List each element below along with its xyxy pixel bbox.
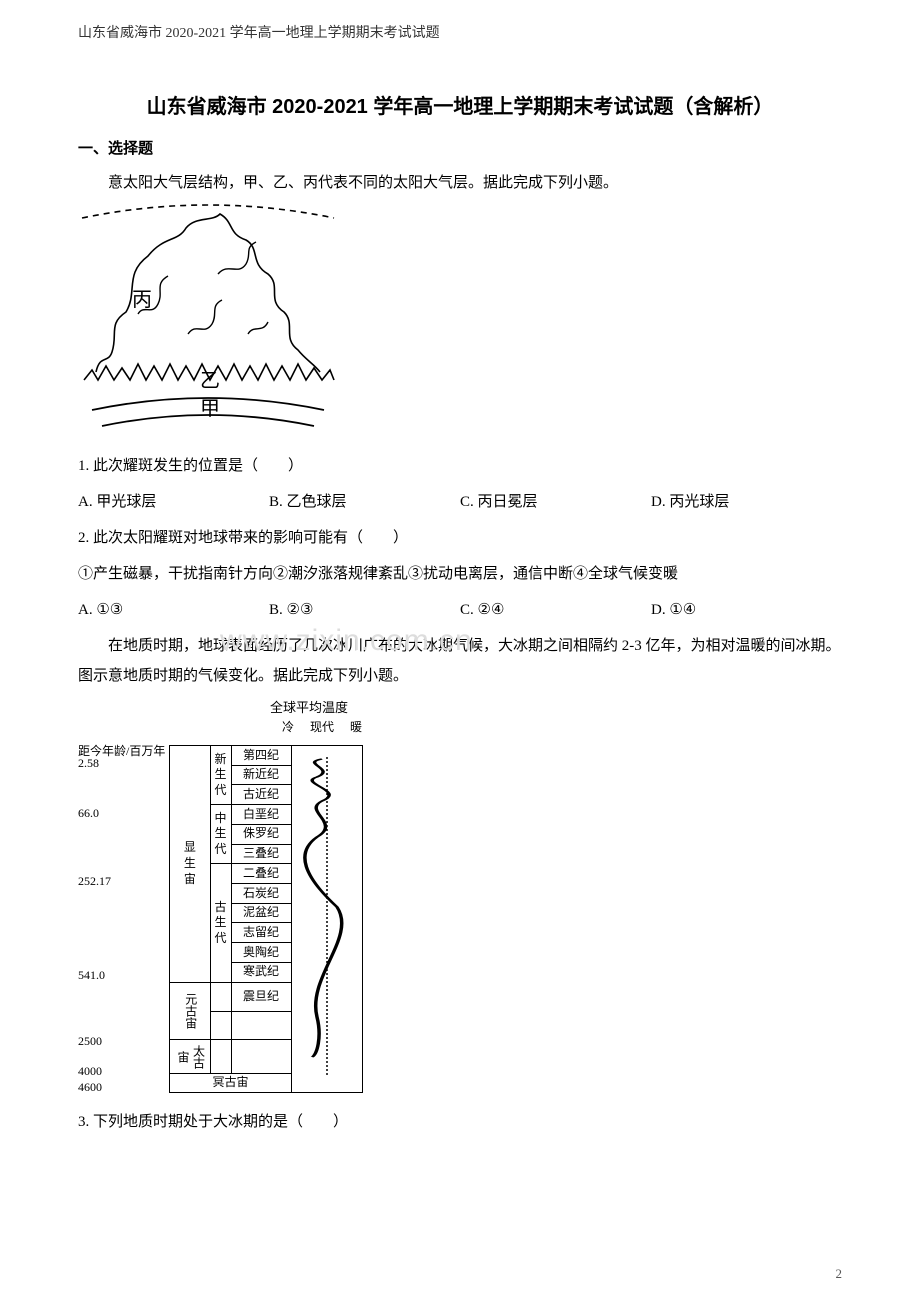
fig2-table: 显生宙 新生代 第四纪 新近纪 古近纪 中生代 白垩纪 侏罗纪 [169,745,362,1093]
era-zhong: 中 [215,811,227,825]
era-s2: 生 [215,826,227,840]
q2-stem: 2. 此次太阳耀斑对地球带来的影响可能有（ ） [78,523,842,553]
era-s1: 生 [215,767,227,781]
ytick-5: 4000 [78,1065,165,1077]
running-header: 山东省威海市 2020-2021 学年高一地理上学期期末考试试题 [0,0,920,42]
solar-layers-svg: 丙 乙 甲 [78,204,338,434]
eon-sheng: 生 [184,856,196,870]
figure-solar-layers: 丙 乙 甲 [78,204,842,439]
period-7: 石炭纪 [231,884,291,904]
eon-mingu: 冥古宙 [170,1074,291,1093]
q1-stem: 1. 此次耀斑发生的位置是（ ） [78,451,842,481]
q3-stem: 3. 下列地质时期处于大冰期的是（ ） [78,1107,842,1137]
q1-opt-c: C. 丙日冕层 [460,487,651,517]
section-heading: 一、选择题 [78,137,842,158]
ytick-3: 541.0 [78,969,165,981]
q2-opt-d: D. ①④ [651,595,842,625]
q1-options: A. 甲光球层 B. 乙色球层 C. 丙日冕层 D. 丙光球层 [78,487,842,517]
era-s3: 生 [215,915,227,929]
period-9: 志留纪 [231,923,291,943]
ytick-4: 2500 [78,1035,165,1047]
period-1: 新近纪 [231,765,291,785]
label-yi: 乙 [200,370,220,392]
period-8: 泥盆纪 [231,903,291,923]
period-4: 侏罗纪 [231,824,291,844]
intro-paragraph-1: 意太阳大气层结构，甲、乙、丙代表不同的太阳大气层。据此完成下列小题。 [78,168,842,198]
period-5: 三叠纪 [231,844,291,864]
fig2-top-label: 全球平均温度 [78,697,368,716]
period-11: 寒武纪 [231,962,291,982]
q1-opt-d: D. 丙光球层 [651,487,842,517]
intro-paragraph-2: 在地质时期，地球表面经历了几次冰川广布的大冰期气候，大冰期之间相隔约 2-3 亿… [78,631,842,691]
ytick-1: 66.0 [78,807,165,819]
ytick-0: 2.58 [78,757,165,769]
eon-xian: 显 [184,840,196,854]
eon-yuangu: 元古宙 [170,982,210,1040]
era-xin: 新 [215,752,227,766]
q2-opt-b: B. ②③ [269,595,460,625]
eon-taigu: 太古宙 [170,1040,210,1074]
fig2-sub-mid: 现代 [310,718,334,735]
era-d1: 代 [215,783,227,797]
period-10: 奥陶纪 [231,943,291,963]
q2-options: A. ①③ B. ②③ C. ②④ D. ①④ [78,595,842,625]
fig2-sub-warm: 暖 [350,718,362,735]
era-gu: 古 [215,900,227,914]
period-12: 震旦纪 [231,982,291,1012]
q1-opt-b: B. 乙色球层 [269,487,460,517]
running-header-text: 山东省威海市 2020-2021 学年高一地理上学期期末考试试题 [78,26,440,41]
figure-geologic-time: 全球平均温度 冷 现代 暖 距今年龄/百万年 2.58 66.0 252.17 … [78,697,842,1093]
period-0: 第四纪 [231,746,291,766]
eon-zhou: 宙 [184,872,196,886]
q2-opt-c: C. ②④ [460,595,651,625]
fig2-chart: 距今年龄/百万年 2.58 66.0 252.17 541.0 2500 400… [78,745,842,1093]
q1-opt-a: A. 甲光球层 [78,487,269,517]
label-bing: 丙 [132,289,152,311]
fig2-sub-cold: 冷 [282,718,294,735]
fig2-curve [292,757,362,1077]
ytick-6: 4600 [78,1081,165,1093]
label-jia: 甲 [200,398,220,420]
fig2-yaxis: 距今年龄/百万年 2.58 66.0 252.17 541.0 2500 400… [78,745,169,1093]
q2-statements: ①产生磁暴，干扰指南针方向②潮汐涨落规律紊乱③扰动电离层，通信中断④全球气候变暖 [78,559,842,589]
page-number: 2 [836,1266,843,1282]
period-2: 古近纪 [231,785,291,805]
era-d3: 代 [215,931,227,945]
page-content: 山东省威海市 2020-2021 学年高一地理上学期期末考试试题（含解析） 一、… [0,42,920,1137]
q2-opt-a: A. ①③ [78,595,269,625]
page-title: 山东省威海市 2020-2021 学年高一地理上学期期末考试试题（含解析） [78,90,842,119]
era-d2: 代 [215,842,227,856]
period-3: 白垩纪 [231,805,291,825]
period-6: 二叠纪 [231,864,291,884]
ytick-2: 252.17 [78,875,165,887]
